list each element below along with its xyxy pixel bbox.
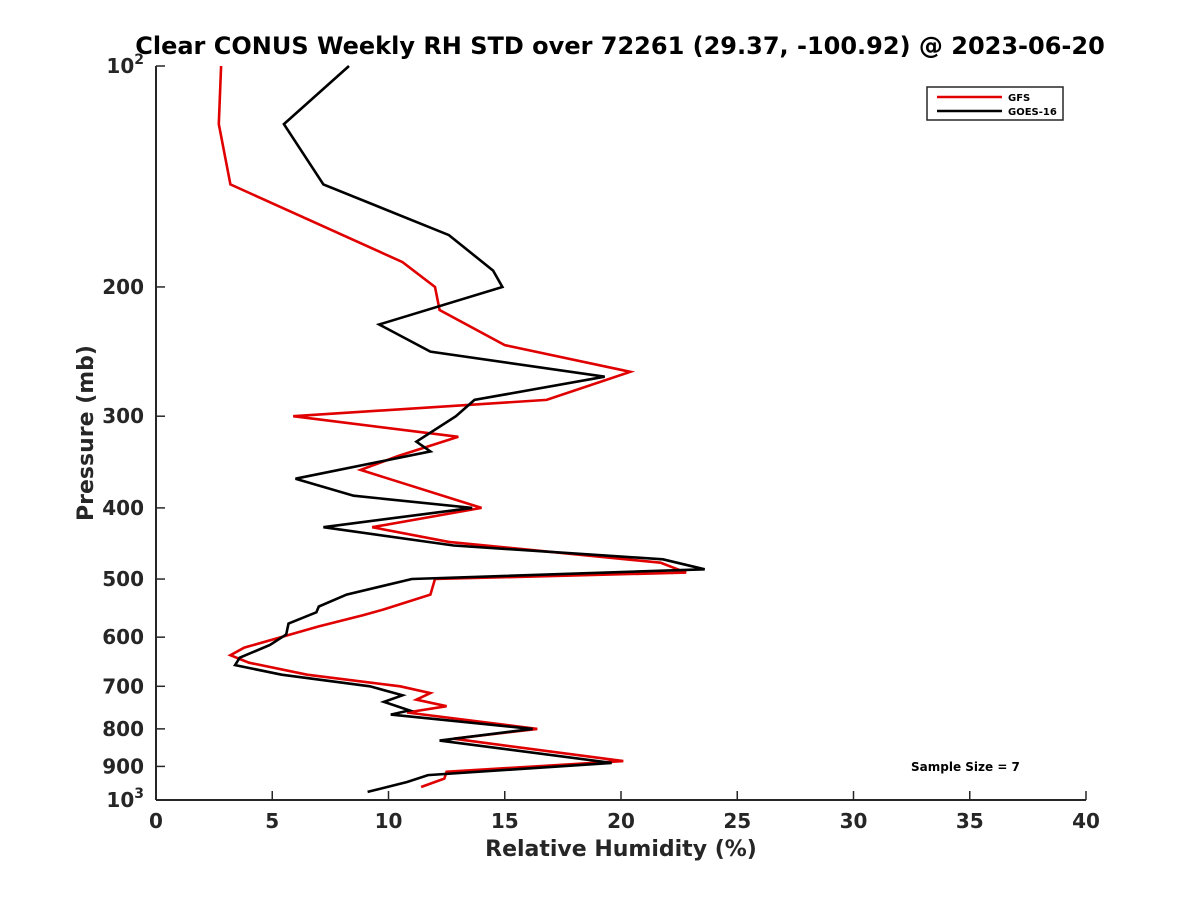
legend-box	[926, 86, 1064, 121]
plot-area	[217, 65, 706, 794]
x-tick-label: 10	[375, 809, 403, 833]
sample-size-annotation: Sample Size = 7	[911, 760, 1020, 774]
x-tick-label: 30	[840, 809, 868, 833]
y-tick-label: 700	[102, 674, 144, 698]
y-tick-label: 103	[106, 786, 144, 812]
y-tick-label: 200	[102, 275, 144, 299]
y-tick-label: 400	[102, 496, 144, 520]
legend: GFS GOES-16	[926, 86, 1064, 121]
series-line-gfs	[217, 65, 687, 789]
y-tick-label: 800	[102, 717, 144, 741]
x-tick-label: 0	[149, 809, 163, 833]
x-tick-label: 40	[1072, 809, 1100, 833]
x-tick-label: 15	[491, 809, 519, 833]
y-tick-label: 300	[102, 404, 144, 428]
legend-label-gfs: GFS	[1008, 93, 1030, 104]
x-tick-label: 20	[607, 809, 635, 833]
y-axis-label: Pressure (mb)	[74, 345, 99, 521]
y-tick-label: 102	[106, 52, 144, 78]
chart-title: Clear CONUS Weekly RH STD over 72261 (29…	[135, 32, 1105, 60]
x-axis-label: Relative Humidity (%)	[485, 837, 757, 862]
y-tick-label: 900	[102, 754, 144, 778]
legend-label-goes16: GOES-16	[1008, 107, 1057, 118]
y-tick-label: 600	[102, 625, 144, 649]
x-tick-label: 5	[265, 809, 279, 833]
x-tick-label: 25	[723, 809, 751, 833]
y-tick-label: 500	[102, 567, 144, 591]
x-tick-label: 35	[956, 809, 984, 833]
x-ticks: 0 5 10 15 20 25 30 35 40	[149, 791, 1100, 833]
y-ticks: 102 200 300 400 500 600 700 800 900 103	[102, 52, 165, 812]
series-line-goes16	[233, 65, 706, 794]
